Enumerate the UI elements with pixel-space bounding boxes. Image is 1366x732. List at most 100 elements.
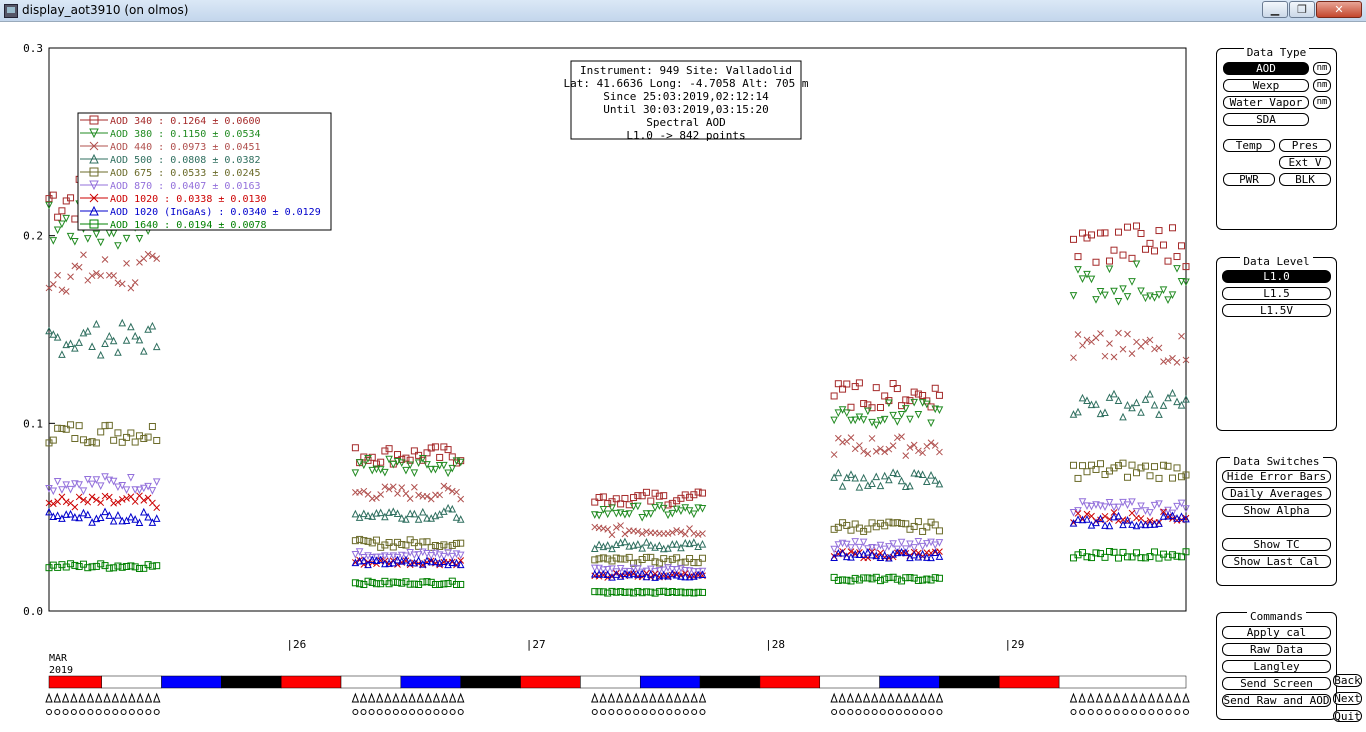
data-point	[868, 550, 876, 559]
raw-data-button[interactable]: Raw Data	[1222, 643, 1331, 656]
water-vapor-nm-button[interactable]: nm	[1313, 96, 1331, 109]
data-point	[1074, 515, 1082, 523]
apply-cal-button[interactable]: Apply cal	[1222, 626, 1331, 639]
send-raw-aod-button[interactable]: Send Raw and AOD	[1222, 694, 1331, 707]
pres-button[interactable]: Pres	[1279, 139, 1331, 152]
sun-circle-icon	[1087, 709, 1094, 715]
data-point	[847, 548, 855, 555]
aod-button[interactable]: AOD	[1223, 62, 1309, 75]
pwr-button[interactable]: PWR	[1223, 173, 1275, 186]
data-point	[847, 526, 855, 534]
data-point	[1069, 509, 1078, 517]
level-l15-button[interactable]: L1.5	[1222, 287, 1331, 300]
data-point	[595, 588, 603, 596]
data-point	[1096, 409, 1105, 418]
data-point	[851, 574, 859, 582]
data-point	[864, 407, 872, 416]
data-point	[660, 492, 668, 500]
data-point	[75, 263, 83, 271]
temp-button[interactable]: Temp	[1223, 139, 1275, 152]
data-point	[906, 444, 914, 451]
data-point	[1083, 510, 1091, 518]
sun-up-icon	[830, 692, 838, 703]
data-point	[1155, 500, 1163, 508]
data-point	[1105, 257, 1113, 265]
data-point	[88, 480, 96, 489]
data-type-title: Data Type	[1243, 46, 1310, 59]
sun-circle-icon	[70, 709, 77, 715]
data-point	[918, 549, 927, 558]
level-l10-button[interactable]: L1.0	[1222, 270, 1331, 283]
data-point	[651, 589, 659, 597]
data-point	[131, 515, 139, 523]
data-point	[389, 507, 398, 516]
data-point	[444, 549, 452, 557]
series-aod-675	[1069, 459, 1190, 482]
maximize-button[interactable]: ❐	[1289, 1, 1315, 18]
data-point	[1155, 344, 1163, 352]
sun-circle-icon	[409, 709, 416, 715]
data-point	[1182, 505, 1190, 513]
data-point	[135, 518, 144, 527]
data-point	[659, 566, 668, 575]
data-point	[127, 474, 135, 482]
y-tick-label: 0.1	[23, 417, 43, 430]
data-point	[898, 433, 905, 440]
close-button[interactable]: ✕	[1316, 1, 1362, 18]
send-screen-button[interactable]: Send Screen	[1222, 677, 1331, 690]
data-point	[372, 465, 381, 474]
data-point	[851, 550, 860, 558]
ext-v-button[interactable]: Ext V	[1279, 156, 1331, 169]
data-point	[855, 379, 863, 387]
data-point	[444, 446, 452, 454]
daily-averages-button[interactable]: Daily Averages	[1222, 487, 1331, 500]
data-point	[651, 573, 659, 581]
data-point	[448, 541, 456, 549]
data-point	[876, 481, 885, 490]
data-point	[1159, 512, 1168, 520]
data-point	[690, 538, 698, 546]
series-aod-500	[590, 537, 707, 553]
data-point	[659, 504, 668, 513]
aod-nm-button[interactable]: nm	[1313, 62, 1331, 75]
sun-circle-icon	[79, 709, 86, 715]
hide-error-bars-button[interactable]: Hide Error Bars	[1222, 470, 1331, 483]
series-aod-500	[45, 318, 161, 359]
data-point	[1160, 358, 1167, 365]
data-point	[927, 419, 935, 428]
data-point	[604, 500, 612, 508]
minimize-button[interactable]: ▁	[1262, 1, 1288, 18]
data-point	[1150, 501, 1159, 510]
data-point	[440, 557, 448, 565]
water-vapor-button[interactable]: Water Vapor	[1223, 96, 1309, 109]
wexp-button[interactable]: Wexp	[1223, 79, 1309, 92]
legend-marker	[89, 180, 99, 191]
show-tc-button[interactable]: Show TC	[1222, 538, 1331, 551]
data-point	[681, 538, 690, 547]
wexp-nm-button[interactable]: nm	[1313, 79, 1331, 92]
data-point	[668, 509, 677, 518]
data-point	[659, 544, 668, 553]
data-point	[93, 270, 100, 277]
data-point	[681, 572, 690, 581]
sun-up-icon	[1139, 692, 1147, 703]
time-bar-segment	[460, 675, 521, 689]
data-point	[139, 507, 148, 516]
data-point	[603, 566, 612, 574]
back-button[interactable]: Back	[1333, 674, 1362, 687]
data-point	[1123, 501, 1132, 509]
data-point	[1128, 461, 1136, 469]
blk-button[interactable]: BLK	[1279, 173, 1331, 186]
langley-button[interactable]: Langley	[1222, 660, 1331, 673]
data-point	[1168, 511, 1177, 520]
quit-button[interactable]: Quit	[1333, 710, 1362, 723]
show-last-cal-button[interactable]: Show Last Cal	[1222, 555, 1331, 568]
data-point	[1141, 395, 1150, 403]
next-button[interactable]: Next	[1333, 692, 1362, 705]
data-point	[1074, 474, 1082, 482]
sda-button[interactable]: SDA	[1223, 113, 1309, 126]
level-l15v-button[interactable]: L1.5V	[1222, 304, 1331, 317]
data-point	[418, 560, 427, 568]
data-point	[448, 552, 457, 561]
show-alpha-button[interactable]: Show Alpha	[1222, 504, 1331, 517]
